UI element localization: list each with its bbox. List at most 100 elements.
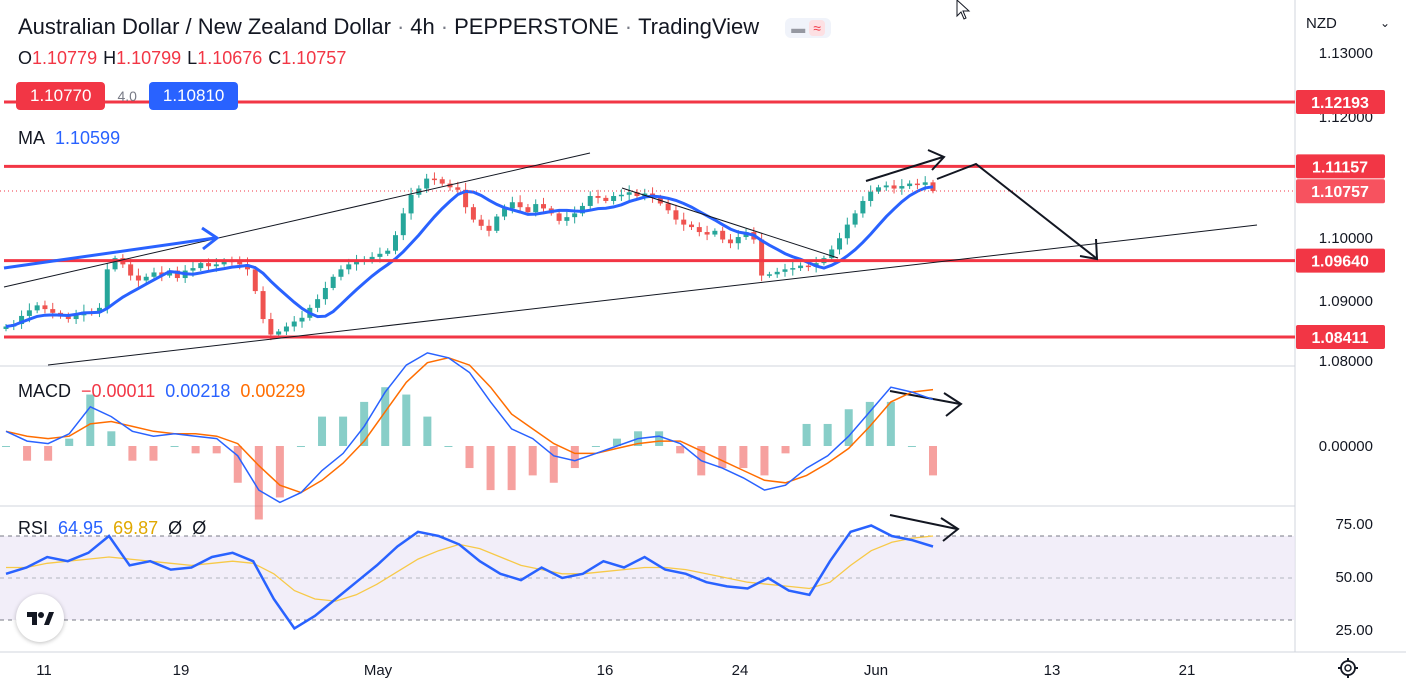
close-value: 1.10757 — [281, 48, 347, 68]
candle-body — [104, 269, 110, 308]
candle-body — [907, 183, 913, 187]
macd-histogram-bar — [718, 446, 727, 469]
candle-body — [883, 185, 889, 188]
candle-body — [875, 187, 881, 192]
candle-body — [579, 205, 585, 214]
settings-gear-icon[interactable] — [1338, 658, 1358, 678]
level-price-tag — [1296, 90, 1385, 114]
candle-body — [221, 260, 227, 265]
candle-body — [704, 232, 710, 235]
macd-divergence-arrow[interactable] — [889, 390, 961, 405]
candle-body — [42, 305, 48, 310]
candle-body — [276, 331, 282, 335]
macd-histogram-bar — [191, 446, 200, 454]
rsi-axis-label: 75.00 — [1335, 516, 1373, 533]
wave-icon[interactable]: ≈ — [809, 20, 825, 37]
macd-histogram-bar — [802, 423, 811, 446]
macd-histogram-bar — [655, 431, 664, 446]
macd-histogram-bar — [739, 446, 748, 469]
time-label: 24 — [732, 662, 749, 679]
candle-body — [502, 208, 508, 217]
candle-body — [798, 265, 804, 269]
ma-value: 1.10599 — [55, 128, 121, 148]
rsi-line[interactable] — [5, 524, 934, 631]
spread-value: 4.0 — [117, 88, 137, 104]
candle-body — [135, 275, 141, 281]
up-arrow[interactable] — [865, 156, 944, 182]
candle-body — [611, 196, 617, 201]
blue-trend-arrow[interactable] — [3, 236, 216, 270]
symbol-actions[interactable]: ▬ ≈ — [785, 18, 831, 39]
channel-lower-trendline[interactable] — [47, 224, 1258, 366]
candle-body — [541, 204, 547, 209]
level-price-tag — [1296, 154, 1385, 179]
level-price-text: 1.09640 — [1311, 254, 1369, 271]
candle-body — [26, 310, 32, 316]
macd-histogram-bar — [149, 446, 158, 461]
chevron-down-icon[interactable]: ⌄ — [1380, 16, 1390, 30]
minus-icon[interactable]: ▬ — [791, 20, 806, 37]
level-price-text: 1.12193 — [1311, 95, 1369, 112]
macd-histogram-bar — [591, 446, 600, 447]
sell-button[interactable]: 1.10770 — [16, 82, 106, 110]
buy-button[interactable]: 1.10810 — [148, 82, 239, 110]
currency-label[interactable]: NZD — [1306, 15, 1337, 32]
candle-body — [50, 309, 56, 313]
macd-signal-line[interactable] — [5, 357, 934, 494]
candle-body — [3, 326, 9, 329]
macd-line[interactable] — [5, 352, 934, 504]
macd-histogram-bar — [339, 416, 348, 446]
candle-body — [369, 256, 375, 260]
macd-histogram-bar — [23, 446, 32, 461]
time-label: Jun — [864, 662, 888, 679]
candle-body — [478, 219, 484, 226]
macd-histogram-bar — [907, 446, 916, 447]
candle-body — [891, 185, 897, 189]
macd-hist-value: −0.00011 — [81, 381, 156, 401]
macd-histogram-bar — [781, 446, 790, 454]
price-axis-labels: 1.130001.120001.100001.090001.080000.000… — [1319, 45, 1373, 639]
candle-body — [346, 264, 352, 270]
candle-body — [128, 264, 134, 276]
descending-trendline[interactable] — [621, 187, 839, 259]
macd-histogram-bar — [381, 387, 390, 446]
macd-histogram-bar — [233, 446, 242, 483]
macd-histogram-bar — [528, 446, 537, 476]
down-arrow[interactable] — [936, 162, 1097, 259]
candle-body — [463, 189, 469, 208]
macd-histogram-bar — [128, 446, 137, 461]
candle-body — [572, 213, 578, 218]
candle-body — [689, 224, 695, 228]
candle-body — [681, 219, 687, 225]
candle-body — [424, 178, 430, 189]
candle-body — [517, 202, 523, 208]
quote-buttons: 1.10770 4.0 1.10810 — [16, 82, 239, 110]
ma-legend[interactable]: MA 1.10599 — [18, 128, 121, 148]
channel-upper-trendline[interactable] — [3, 152, 591, 288]
macd-histogram-bar — [275, 446, 284, 498]
rsi-divergence-arrow[interactable] — [889, 514, 958, 530]
candle-body — [19, 315, 25, 325]
candle-body — [400, 213, 406, 236]
rsi-arrow-head-icon — [940, 517, 960, 542]
chart-title[interactable]: Australian Dollar / New Zealand Dollar · 4… — [18, 14, 831, 40]
candle-body — [868, 191, 874, 201]
macd-histogram-bar — [570, 446, 579, 469]
time-label: 16 — [597, 662, 614, 679]
candle-body — [96, 307, 102, 313]
candle-body — [34, 305, 40, 311]
tradingview-logo[interactable] — [16, 594, 64, 642]
candle-body — [829, 249, 835, 259]
timeframe[interactable]: 4h — [410, 14, 435, 39]
rsi-legend[interactable]: RSI 64.95 69.87 Ø Ø — [18, 518, 207, 538]
macd-legend[interactable]: MACD −0.00011 0.00218 0.00229 — [18, 381, 306, 401]
macd-histogram-bar — [65, 438, 74, 446]
down-arrow-head-icon — [1079, 238, 1099, 261]
ma-line[interactable] — [5, 185, 934, 328]
macd-histogram-bar — [2, 446, 10, 447]
candle-body — [509, 202, 515, 209]
candle-body — [213, 264, 219, 267]
macd-histogram-bar — [486, 446, 495, 491]
candle-body — [439, 179, 445, 184]
